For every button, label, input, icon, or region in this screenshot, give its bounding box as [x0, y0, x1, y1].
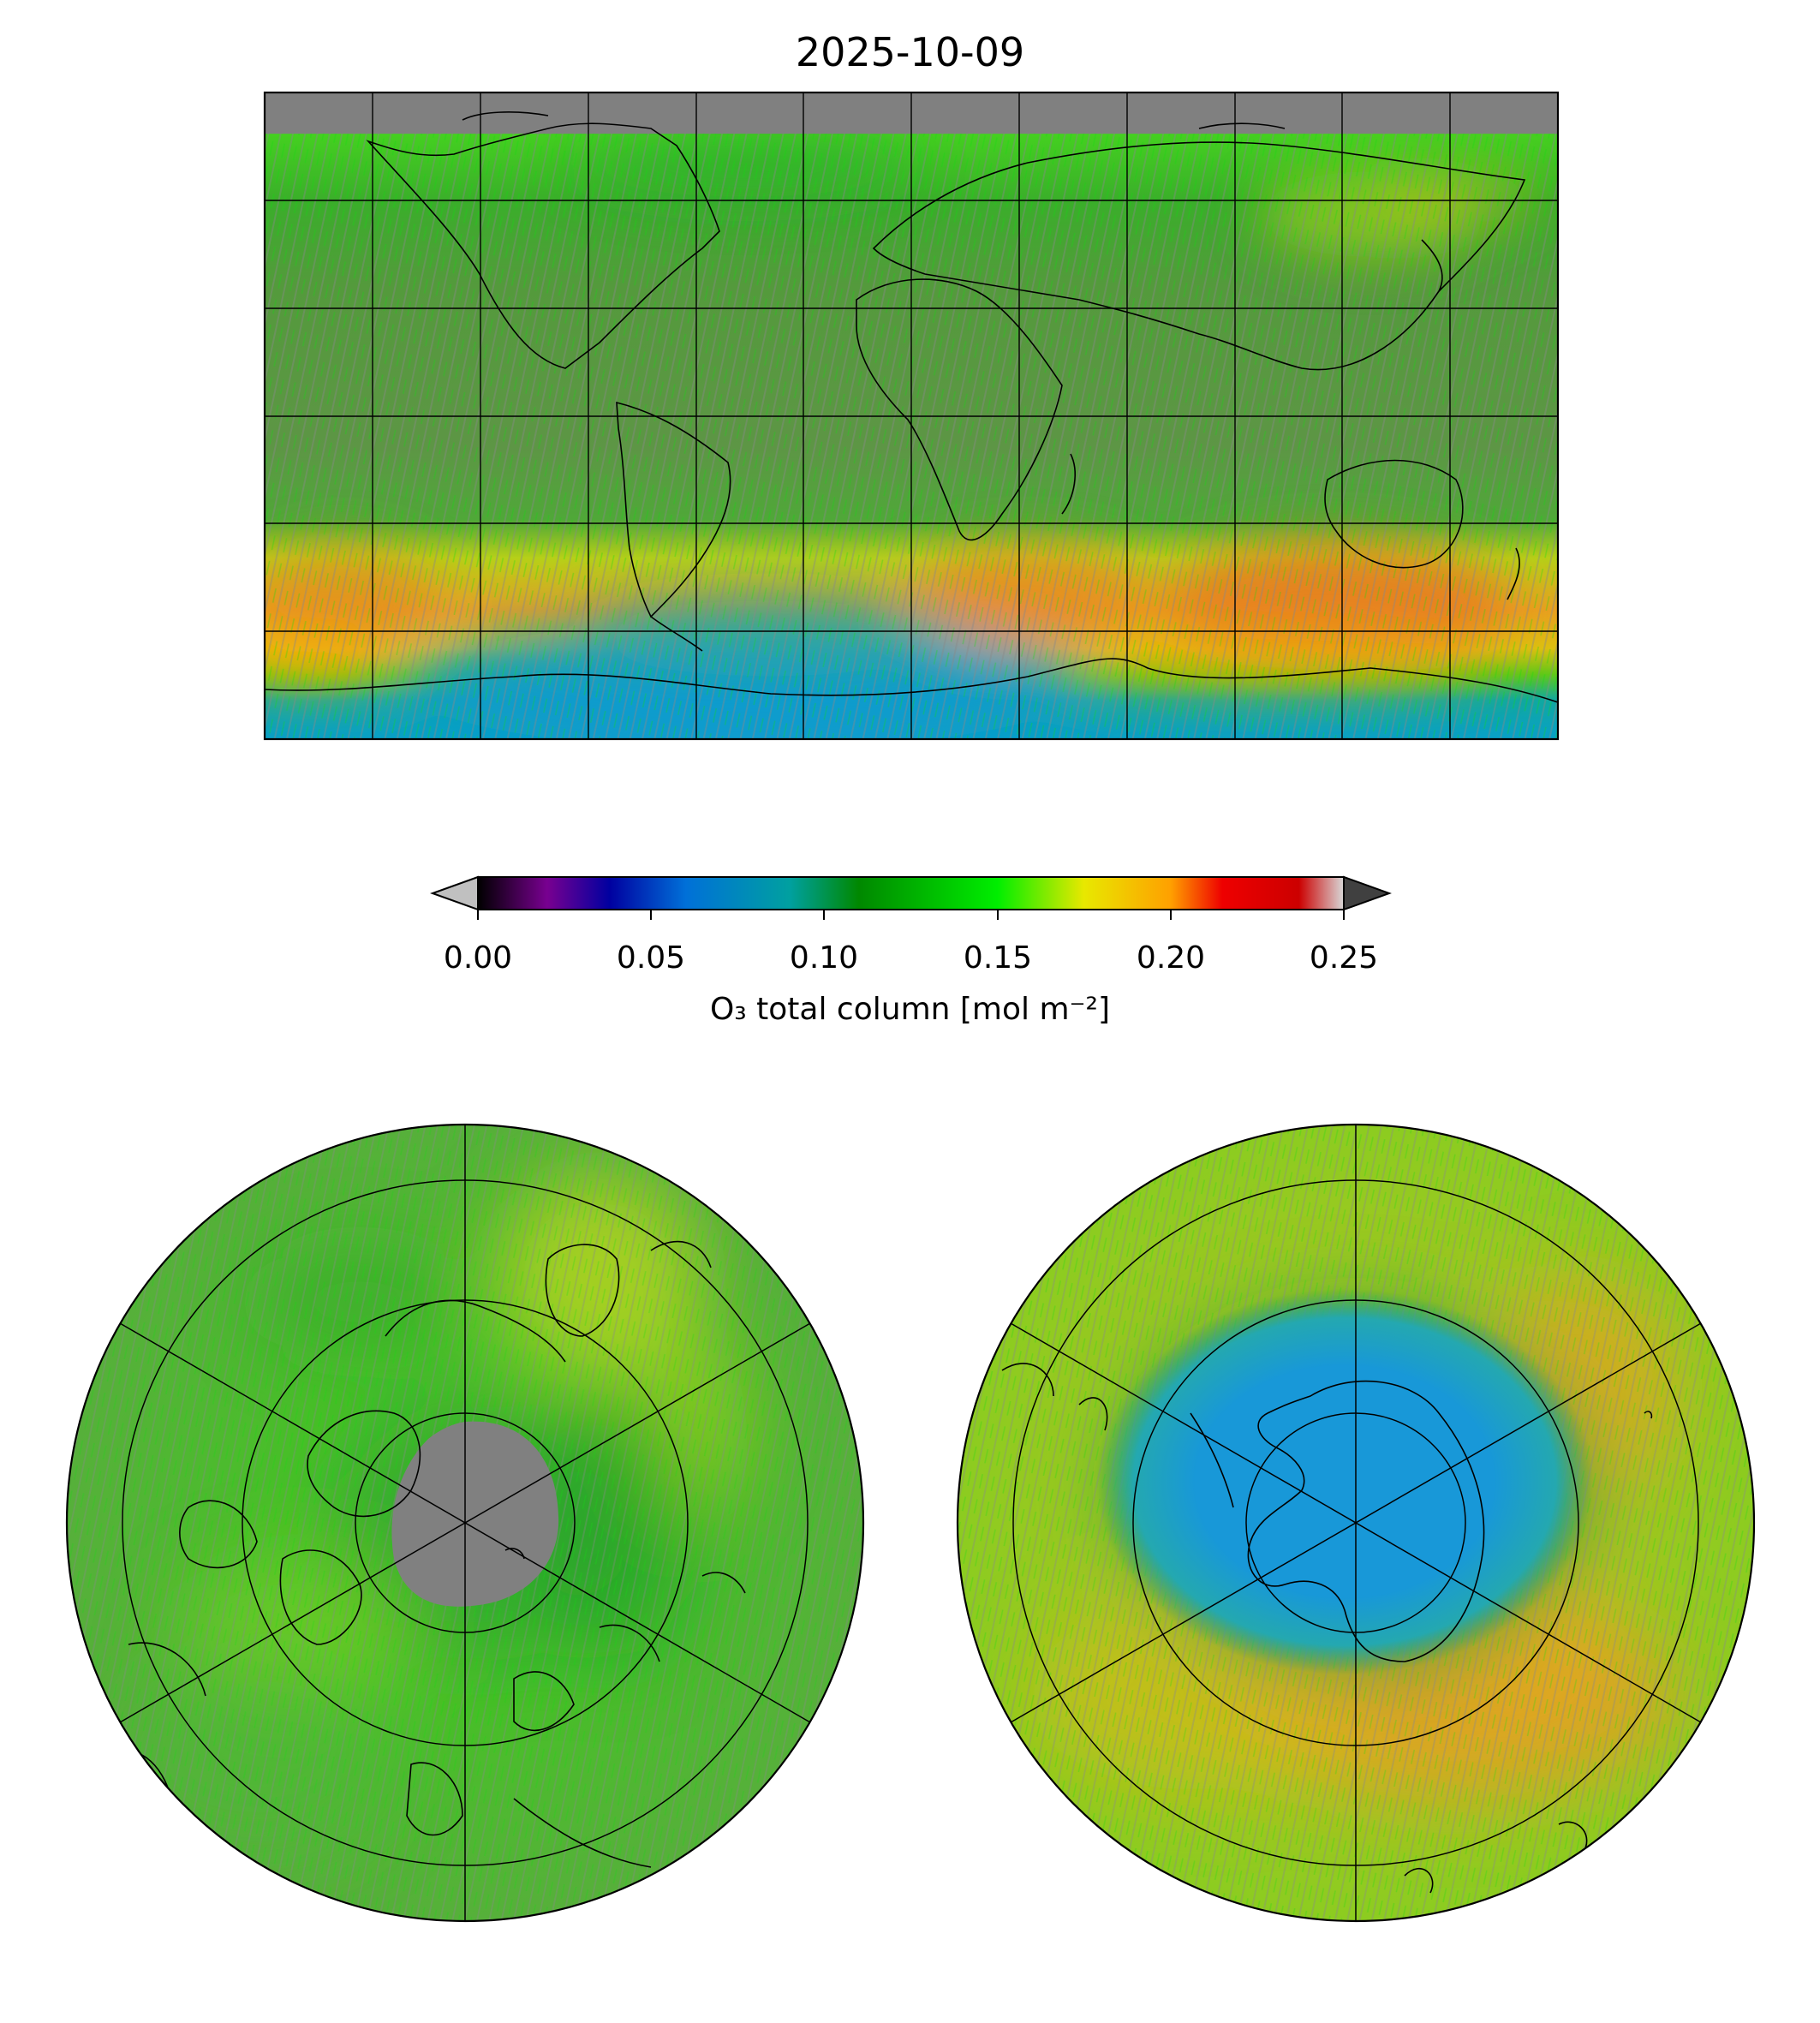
- south-graticule: [1010, 1125, 1702, 1921]
- south-polar-map-frame: [956, 1123, 1756, 1923]
- colorbar: [430, 875, 1392, 920]
- south-polar-map: [958, 1125, 1754, 1921]
- colorbar-ticks: [477, 910, 1345, 920]
- colorbar-tick-label: 0.20: [1136, 940, 1206, 976]
- south-ozone-hole: [1096, 1289, 1593, 1674]
- north-graticule: [119, 1125, 811, 1921]
- colorbar-outline: [477, 876, 1345, 910]
- colorbar-label: O₃ total column [mol m⁻²]: [709, 992, 1111, 1027]
- colorbar-tick-label: 0.10: [789, 940, 859, 976]
- colorbar-under-extension: [430, 875, 479, 911]
- north-polar-map: [67, 1125, 863, 1921]
- global-graticule: [265, 92, 1558, 739]
- colorbar-gradient: [478, 877, 1344, 910]
- colorbar-tick-label: 0.00: [443, 940, 513, 976]
- colorbar-tick-label: 0.15: [963, 940, 1033, 976]
- north-coastlines: [102, 1240, 746, 1868]
- global-map: [265, 92, 1558, 739]
- global-map-frame: [263, 91, 1560, 741]
- figure-title: 2025-10-09: [795, 29, 1025, 75]
- colorbar-tick-label: 0.25: [1309, 940, 1379, 976]
- colorbar-over-extension: [1343, 875, 1392, 911]
- colorbar-tick-label: 0.05: [616, 940, 686, 976]
- north-polar-map-frame: [65, 1123, 865, 1923]
- north-polar-night-missing: [391, 1421, 559, 1607]
- global-coastlines: [265, 111, 1558, 703]
